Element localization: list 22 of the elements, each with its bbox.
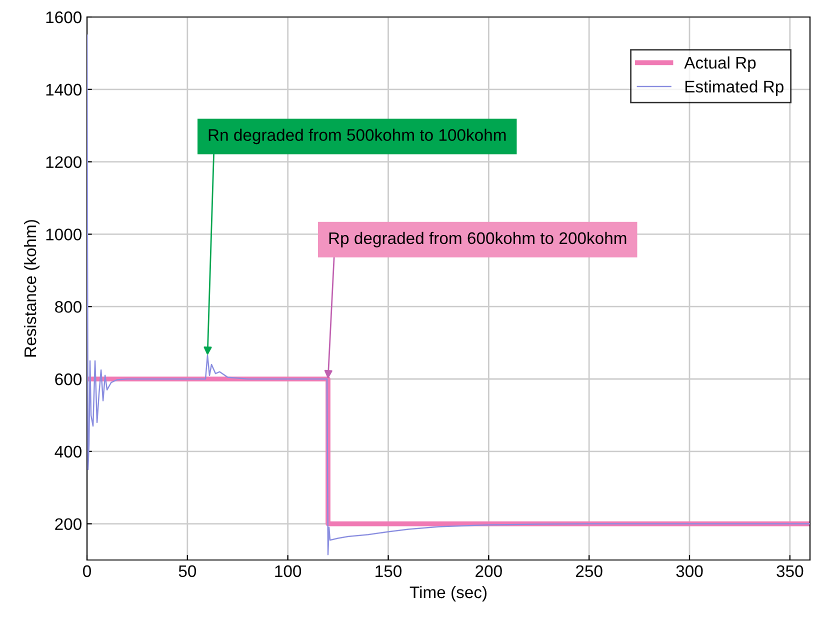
annotation: Rn degraded from 500kohm to 100kohm [208,128,506,144]
x-axis-title: Time (sec) [410,586,487,602]
x-tick-label: 50 [178,565,196,578]
x-tick-label: 250 [576,565,602,578]
x-tick-label: 0 [83,565,91,578]
x-tick-label: 350 [776,565,804,578]
y-tick-label: 1600 [46,11,82,24]
y-tick-label: 1000 [46,228,82,240]
y-tick-label: 200 [55,518,82,530]
legend-label: Actual Rp [684,56,756,72]
x-tick-label: 300 [676,565,703,578]
y-tick-label: 800 [55,301,82,313]
x-tick-label: 150 [376,565,402,578]
x-tick-label: 200 [476,565,502,578]
annotation: Rp degraded from 600kohm to 200kohm [329,232,626,248]
y-tick-label: 1200 [46,156,82,168]
y-tick-label: 400 [54,446,82,458]
y-tick-label: 1400 [46,84,82,96]
y-axis-title: Resistance (kohm) [24,220,40,357]
legend-label: Estimated Rp [685,80,784,96]
y-tick-label: 600 [55,373,82,386]
x-tick-label: 100 [275,565,302,578]
